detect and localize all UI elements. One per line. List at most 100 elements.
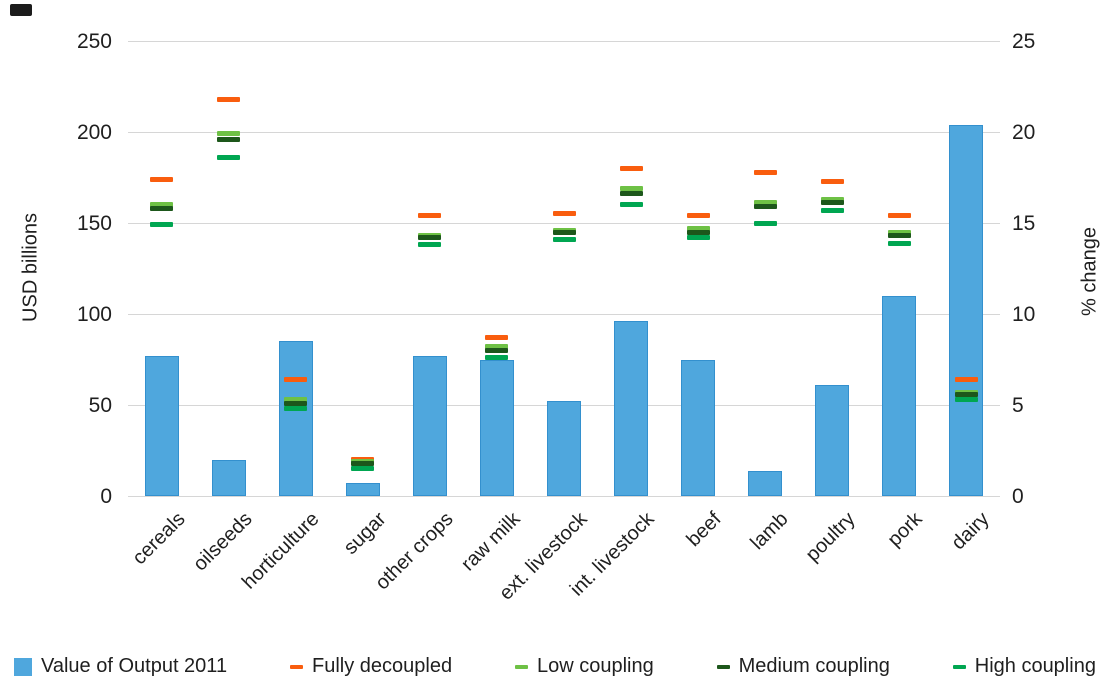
category-label-cereals: cereals bbox=[127, 508, 190, 570]
marker-high-coupling-dairy bbox=[954, 397, 978, 403]
left-tick-200: 200 bbox=[76, 121, 112, 144]
marker-low-coupling-oilseeds bbox=[217, 131, 241, 137]
marker-medium-coupling-beef bbox=[686, 229, 710, 235]
left-tick-250: 250 bbox=[76, 30, 112, 53]
marker-low-coupling-int-livestock bbox=[619, 185, 643, 191]
bar-raw-milk bbox=[479, 359, 514, 496]
legend-swatch-dash bbox=[716, 664, 730, 669]
marker-low-coupling-beef bbox=[686, 225, 710, 231]
bar-poultry bbox=[815, 384, 850, 496]
left-axis-title: USD billions bbox=[19, 213, 42, 322]
legend-swatch-dash bbox=[289, 664, 303, 669]
left-tick-0: 0 bbox=[100, 485, 112, 508]
marker-fully-decoupled-beef bbox=[686, 213, 710, 219]
legend-label: Low coupling bbox=[536, 655, 654, 677]
gridline-0 bbox=[128, 496, 1000, 497]
category-label-oilseeds: oilseeds bbox=[188, 508, 257, 576]
marker-medium-coupling-sugar bbox=[351, 460, 375, 466]
category-label-dairy: dairy bbox=[947, 508, 995, 555]
marker-medium-coupling-other-crops bbox=[418, 235, 442, 241]
marker-medium-coupling-raw-milk bbox=[485, 347, 509, 353]
right-axis-title: % change bbox=[1078, 227, 1101, 316]
marker-high-coupling-raw-milk bbox=[485, 355, 509, 361]
marker-medium-coupling-poultry bbox=[820, 200, 844, 206]
legend-swatch-dash bbox=[514, 664, 528, 669]
marker-fully-decoupled-horticulture bbox=[284, 377, 308, 383]
marker-high-coupling-poultry bbox=[820, 207, 844, 213]
marker-fully-decoupled-int-livestock bbox=[619, 165, 643, 171]
marker-fully-decoupled-raw-milk bbox=[485, 335, 509, 341]
category-label-beef: beef bbox=[682, 508, 726, 552]
marker-low-coupling-pork bbox=[887, 229, 911, 235]
left-tick-100: 100 bbox=[76, 303, 112, 326]
legend: Value of Output 2011 Fully decoupled Low c… bbox=[0, 655, 1110, 678]
category-label-pork: pork bbox=[883, 508, 927, 552]
marker-high-coupling-sugar bbox=[351, 466, 375, 472]
legend-swatch-square bbox=[14, 657, 32, 676]
marker-fully-decoupled-other-crops bbox=[418, 213, 442, 219]
marker-high-coupling-lamb bbox=[753, 220, 777, 226]
marker-low-coupling-poultry bbox=[820, 196, 844, 202]
marker-high-coupling-horticulture bbox=[284, 406, 308, 412]
legend-item-low-coupling: Low coupling bbox=[514, 655, 654, 678]
bar-oilseeds bbox=[211, 459, 246, 496]
category-label-sugar: sugar bbox=[339, 508, 391, 559]
marker-low-coupling-lamb bbox=[753, 200, 777, 206]
gridline-200 bbox=[128, 132, 1000, 133]
left-tick-150: 150 bbox=[76, 212, 112, 235]
marker-low-coupling-cereals bbox=[150, 202, 174, 208]
legend-item-fully-decoupled: Fully decoupled bbox=[289, 655, 453, 678]
bar-ext-livestock bbox=[547, 401, 581, 496]
marker-high-coupling-other-crops bbox=[418, 242, 442, 248]
gridline-100 bbox=[128, 314, 1000, 315]
plot-area bbox=[128, 41, 1000, 497]
marker-high-coupling-oilseeds bbox=[217, 154, 241, 160]
legend-item-value-of-output-: Value of Output 2011 bbox=[14, 655, 227, 678]
right-tick-15: 15 bbox=[1012, 212, 1036, 235]
left-tick-50: 50 bbox=[88, 394, 112, 417]
marker-fully-decoupled-ext-livestock bbox=[552, 211, 576, 217]
bar-lamb bbox=[748, 470, 783, 496]
marker-fully-decoupled-poultry bbox=[820, 178, 844, 184]
marker-fully-decoupled-cereals bbox=[150, 176, 174, 182]
right-tick-10: 10 bbox=[1012, 303, 1036, 326]
marker-high-coupling-ext-livestock bbox=[552, 236, 576, 242]
category-label-lamb: lamb bbox=[746, 508, 793, 555]
category-label-raw-milk: raw milk bbox=[457, 508, 525, 576]
marker-fully-decoupled-lamb bbox=[753, 169, 777, 175]
bar-dairy bbox=[949, 124, 984, 496]
marker-high-coupling-pork bbox=[887, 240, 911, 246]
bar-beef bbox=[681, 359, 716, 496]
bar-pork bbox=[882, 295, 917, 496]
legend-label: High coupling bbox=[974, 655, 1096, 677]
marker-medium-coupling-int-livestock bbox=[619, 191, 643, 197]
marker-medium-coupling-lamb bbox=[753, 204, 777, 210]
marker-medium-coupling-horticulture bbox=[284, 400, 308, 406]
right-tick-5: 5 bbox=[1012, 394, 1024, 417]
legend-swatch-dash bbox=[952, 664, 966, 669]
marker-medium-coupling-ext-livestock bbox=[552, 229, 576, 235]
gridline-250 bbox=[128, 41, 1000, 42]
marker-fully-decoupled-dairy bbox=[954, 377, 978, 383]
bar-sugar bbox=[345, 483, 380, 496]
marker-medium-coupling-cereals bbox=[150, 205, 174, 211]
marker-medium-coupling-pork bbox=[887, 233, 911, 239]
bar-cereals bbox=[144, 355, 179, 496]
legend-item-high-coupling: High coupling bbox=[952, 655, 1096, 678]
marker-fully-decoupled-oilseeds bbox=[217, 96, 241, 102]
category-label-poultry: poultry bbox=[801, 508, 860, 567]
marker-high-coupling-cereals bbox=[150, 222, 174, 228]
marker-high-coupling-beef bbox=[686, 235, 710, 241]
marker-low-coupling-horticulture bbox=[284, 397, 308, 403]
corner-artifact bbox=[10, 4, 32, 16]
right-tick-25: 25 bbox=[1012, 30, 1036, 53]
right-tick-0: 0 bbox=[1012, 485, 1024, 508]
marker-medium-coupling-dairy bbox=[954, 391, 978, 397]
marker-fully-decoupled-pork bbox=[887, 213, 911, 219]
legend-item-medium-coupling: Medium coupling bbox=[716, 655, 890, 678]
legend-label: Fully decoupled bbox=[311, 655, 453, 677]
legend-label: Value of Output 2011 bbox=[41, 655, 228, 677]
bar-int-livestock bbox=[614, 321, 649, 496]
gridline-150 bbox=[128, 223, 1000, 224]
